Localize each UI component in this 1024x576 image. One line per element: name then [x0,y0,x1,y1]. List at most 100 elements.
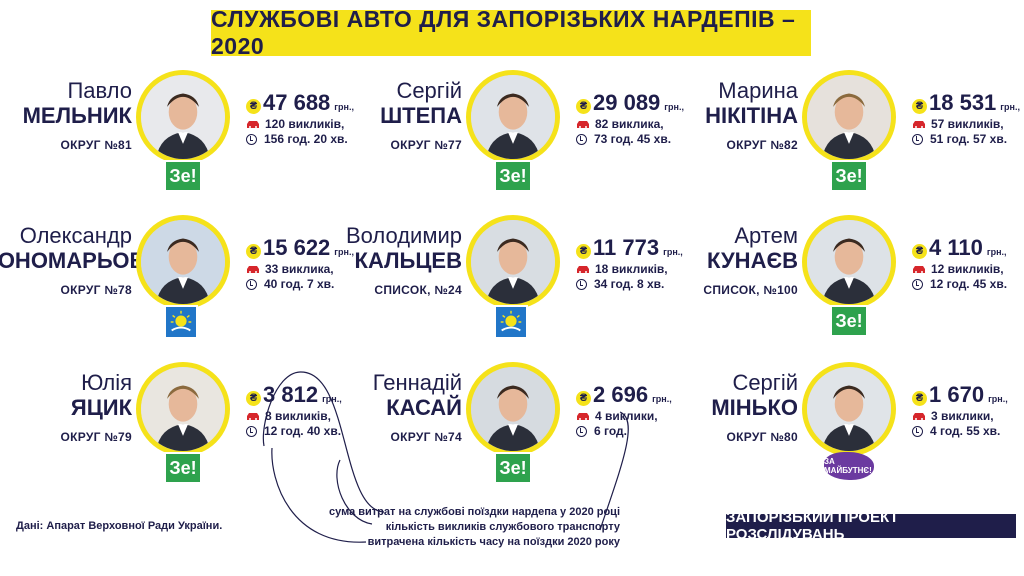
clock-icon [246,425,257,437]
trips-line: 57 викликів, [912,117,1024,131]
cost-unit: грн., [334,102,354,112]
time-value: 12 год. 45 хв. [930,277,1008,291]
deputy-card: Сергій ШТЕПА ОКРУГ №77 Зе! ₴ 29 089 грн.… [340,70,684,210]
car-icon [576,412,590,420]
trips-value: 18 викликів, [595,262,668,276]
sun-party-icon [494,305,528,339]
hryvnia-icon: ₴ [246,98,261,114]
time-value: 40 год. 7 хв. [264,277,335,291]
cost-line: ₴ 29 089 грн., [576,90,716,116]
trips-line: 18 викликів, [576,262,716,276]
hryvnia-icon: ₴ [912,390,927,406]
time-line: 4 год. 55 хв. [912,424,1024,438]
car-icon [912,120,926,128]
deputy-name-block: Сергій МІНЬКО ОКРУГ №80 [648,370,798,444]
ze-party-badge: Зе! [164,160,202,192]
clock-icon [576,425,587,437]
deputy-name-block: Геннадій КАСАЙ ОКРУГ №74 [312,370,462,444]
source-note: Дані: Апарат Верховної Ради України. [16,520,223,532]
deputy-photo [466,362,560,456]
deputy-name-block: Володимир КАЛЬЦЕВ СПИСОК, №24 [312,223,462,297]
portrait-image [807,367,891,451]
hryvnia-icon: ₴ [576,243,591,259]
time-value: 73 год. 45 хв. [594,132,672,146]
deputy-last-name: ПОНОМАРЬОВ [0,248,146,273]
deputy-district: СПИСОК, №100 [703,283,798,297]
deputy-photo [136,215,230,309]
deputy-card: Артем КУНАЄВ СПИСОК, №100 Зе! ₴ 4 110 гр… [676,215,1007,355]
cost-value: 2 696 [593,382,649,407]
cost-line: ₴ 1 670 грн., [912,382,1024,408]
deputy-card: Олександр ПОНОМАРЬОВ ОКРУГ №78 ₴ 15 622 … [0,215,354,355]
trips-value: 120 викликів, [265,117,345,131]
deputy-last-name: ШТЕПА [380,103,462,128]
cost-line: ₴ 15 622 грн., [246,235,386,261]
project-banner: ЗАПОРІЗЬКИЙ ПРОЕКТ РОЗСЛІДУВАНЬ [726,509,1016,543]
deputy-stats: ₴ 15 622 грн., 33 виклика, 40 год. 7 хв. [246,235,386,291]
portrait-image [471,220,555,304]
trips-line: 33 виклика, [246,262,386,276]
clock-icon [576,133,587,145]
deputy-stats: ₴ 29 089 грн., 82 виклика, 73 год. 45 хв… [576,90,716,146]
cost-unit: грн., [986,247,1007,257]
deputy-photo [466,215,560,309]
car-icon [912,265,926,273]
deputy-name-block: Марина НІКІТІНА ОКРУГ №82 [648,78,798,152]
deputy-district: ОКРУГ №80 [726,430,798,444]
deputy-district: ОКРУГ №78 [60,283,132,297]
deputy-first-name: Павло [67,78,132,103]
deputy-card: Павло МЕЛЬНИК ОКРУГ №81 Зе! ₴ 47 688 грн… [10,70,354,210]
trips-line: 120 викликів, [246,117,386,131]
cost-line: ₴ 2 696 грн., [576,382,716,408]
deputy-district: ОКРУГ №74 [390,430,462,444]
hryvnia-icon: ₴ [912,98,927,114]
hryvnia-icon: ₴ [246,243,261,259]
trips-line: 3 виклики, [912,409,1024,423]
deputy-card: Сергій МІНЬКО ОКРУГ №80 ЗА МАЙБУТНЄ! ₴ 1… [676,362,1008,502]
deputy-stats: ₴ 18 531 грн., 57 викликів, 51 год. 57 х… [912,90,1024,146]
cost-line: ₴ 47 688 грн., [246,90,386,116]
deputy-stats: ₴ 1 670 грн., 3 виклики, 4 год. 55 хв. [912,382,1024,438]
clock-icon [912,278,923,290]
deputy-stats: ₴ 4 110 грн., 12 викликів, 12 год. 45 хв… [912,235,1024,291]
car-icon [912,412,926,420]
deputy-first-name: Сергій [732,370,798,395]
ze-party-badge: Зе! [164,452,202,484]
deputy-first-name: Артем [734,223,798,248]
deputy-last-name: КАСАЙ [386,395,462,420]
ze-party-badge: Зе! [830,160,868,192]
portrait-image [471,75,555,159]
cost-unit: грн., [663,247,683,257]
time-value: 6 год. [594,424,627,438]
deputy-photo [466,70,560,164]
cost-value: 15 622 [263,235,331,260]
time-line: 12 год. 45 хв. [912,277,1024,291]
deputy-last-name: НІКІТІНА [705,103,798,128]
deputy-photo [136,70,230,164]
trips-value: 82 виклика, [595,117,664,131]
deputy-district: ОКРУГ №77 [390,138,462,152]
hryvnia-icon: ₴ [576,98,591,114]
deputy-first-name: Юлія [81,370,132,395]
deputy-stats: ₴ 47 688 грн., 120 викликів, 156 год. 20… [246,90,386,146]
cost-unit: грн., [334,247,354,257]
deputy-name-block: Олександр ПОНОМАРЬОВ ОКРУГ №78 [0,223,146,297]
trips-value: 57 викликів, [931,117,1004,131]
car-icon [246,412,260,420]
time-line: 73 год. 45 хв. [576,132,716,146]
cost-unit: грн., [664,102,684,112]
deputy-first-name: Марина [718,78,798,103]
deputy-stats: ₴ 11 773 грн., 18 викликів, 34 год. 8 хв… [576,235,716,291]
page-title: СЛУЖБОВІ АВТО ДЛЯ ЗАПОРІЗЬКИХ НАРДЕПІВ –… [211,6,811,59]
clock-icon [246,133,257,145]
portrait-image [141,367,225,451]
time-value: 51 год. 57 хв. [930,132,1008,146]
car-icon [576,265,590,273]
cost-value: 11 773 [593,235,660,260]
portrait-image [141,75,225,159]
clock-icon [912,425,923,437]
deputy-district: СПИСОК, №24 [374,283,462,297]
cost-line: ₴ 4 110 грн., [912,235,1024,261]
deputy-card: Юлія ЯЦИК ОКРУГ №79 Зе! ₴ 3 812 грн., 8 … [10,362,342,502]
deputy-first-name: Геннадій [372,370,462,395]
